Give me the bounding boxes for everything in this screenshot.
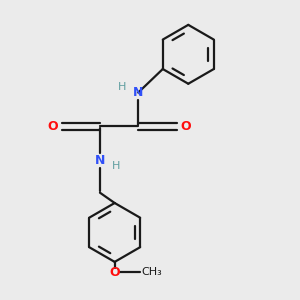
Text: N: N <box>95 154 105 167</box>
Text: O: O <box>180 120 190 133</box>
Text: CH₃: CH₃ <box>141 267 162 277</box>
Text: H: H <box>118 82 126 92</box>
Text: H: H <box>112 160 120 171</box>
Text: O: O <box>110 266 120 279</box>
Text: O: O <box>47 120 58 133</box>
Text: N: N <box>133 86 143 99</box>
